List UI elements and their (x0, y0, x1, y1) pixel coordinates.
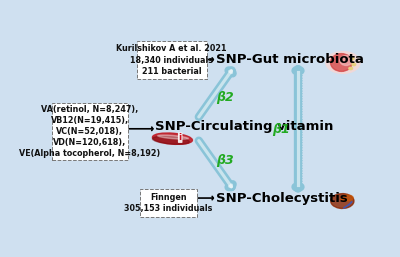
FancyBboxPatch shape (52, 103, 128, 160)
Ellipse shape (331, 194, 354, 208)
Text: VA(retinol, N=8,247),
VB12(N=19,415),
VC(N=52,018),
VD(N=120,618),
VE(Alpha toco: VA(retinol, N=8,247), VB12(N=19,415), VC… (19, 105, 160, 159)
Text: SNP-Circulating vitamin: SNP-Circulating vitamin (155, 120, 334, 133)
Text: SNP-Cholecystitis: SNP-Cholecystitis (216, 191, 348, 205)
Circle shape (350, 57, 354, 60)
FancyBboxPatch shape (140, 189, 197, 217)
Ellipse shape (340, 56, 352, 66)
Text: i: i (179, 133, 182, 142)
Text: SNP-Gut microbiota: SNP-Gut microbiota (216, 53, 364, 66)
Ellipse shape (158, 135, 188, 139)
Ellipse shape (152, 136, 189, 144)
Ellipse shape (330, 54, 352, 71)
Ellipse shape (152, 133, 192, 144)
Circle shape (349, 67, 352, 70)
Circle shape (326, 52, 360, 74)
Ellipse shape (341, 195, 353, 201)
Circle shape (352, 63, 356, 66)
Text: Kurilshikov A et al. 2021
18,340 individuals
211 bacterial: Kurilshikov A et al. 2021 18,340 individ… (116, 44, 227, 76)
FancyBboxPatch shape (137, 41, 206, 79)
Text: Finngen
305,153 individuals: Finngen 305,153 individuals (124, 193, 213, 213)
Text: β3: β3 (216, 154, 234, 167)
Text: β1: β1 (272, 123, 290, 136)
Text: β2: β2 (216, 91, 234, 104)
